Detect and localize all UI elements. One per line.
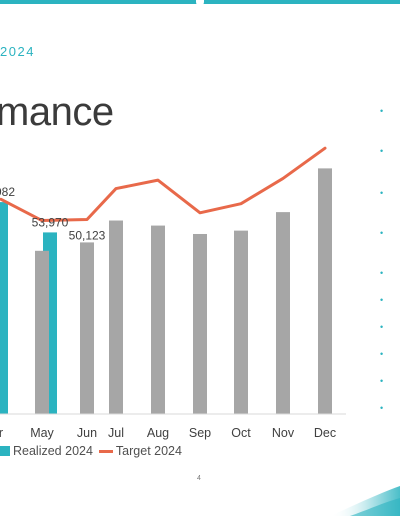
section-label: 2024	[0, 44, 35, 59]
bullet-dot-icon: •	[380, 349, 384, 359]
legend-swatch-realized	[0, 446, 10, 456]
bullet-item: •	[380, 106, 389, 117]
tick-layer: r May Jun Jul Aug Sep Oct Nov Dec	[0, 426, 336, 440]
bullet-dot-icon: •	[380, 295, 384, 305]
monthly-bar-7	[234, 230, 248, 414]
tick-label-Sep: Sep	[189, 426, 211, 440]
line-layer	[0, 146, 327, 223]
bullet-dot-icon: •	[380, 403, 384, 413]
bullet-dot-icon: •	[380, 268, 384, 278]
monthly-bar-4	[109, 220, 123, 414]
monthly-bar-8	[276, 212, 290, 414]
bullet-item: •	[380, 403, 389, 414]
bullet-dot-icon: •	[380, 188, 384, 198]
bullet-item: •	[380, 376, 389, 387]
legend-swatch-target	[98, 449, 113, 453]
monthly-bar-6	[193, 233, 207, 414]
top-bar-notch	[196, 0, 204, 6]
legend-label-target: Target 2024	[115, 444, 182, 458]
bullet-item: •	[380, 146, 389, 157]
bullet-dot-icon: •	[380, 322, 384, 332]
bullet-dot-icon: •	[380, 146, 384, 156]
target-line	[0, 146, 327, 223]
bullet-item: •	[380, 349, 389, 360]
bullet-dot-icon: •	[380, 376, 384, 386]
tick-label-r: r	[0, 426, 3, 440]
data-label-1: 53,970	[32, 215, 69, 229]
page-number: 4	[197, 475, 201, 482]
tick-label-Aug: Aug	[147, 426, 169, 440]
tick-label-Dec: Dec	[314, 426, 336, 440]
tick-label-Oct: Oct	[231, 426, 251, 440]
monthly-bar-1	[35, 250, 49, 414]
bullet-dot-icon: •	[380, 228, 384, 238]
tick-label-May: May	[30, 426, 54, 440]
bullet-item: •	[380, 322, 389, 333]
slide-title: mance	[0, 90, 114, 134]
tick-label-Jun: Jun	[77, 426, 97, 440]
monthly-bar-9	[318, 168, 332, 414]
bullet-item: •	[380, 188, 389, 199]
tick-label-Jul: Jul	[108, 426, 124, 440]
data-label-2: 50,123	[69, 228, 106, 242]
monthly-bar-5	[151, 225, 165, 414]
legend-label-realized: Realized 2024	[13, 444, 93, 458]
bullet-item: •	[380, 228, 389, 239]
bullet-item: •	[380, 295, 389, 306]
monthly-bar-3	[80, 242, 94, 414]
realized-bar-0	[0, 202, 8, 414]
data-label-0: 982	[0, 185, 15, 199]
chart-legend: Realized 2024 Target 2024	[0, 444, 182, 458]
bars-layer	[0, 168, 332, 414]
bullet-item: •	[380, 268, 389, 279]
tick-label-Nov: Nov	[272, 426, 295, 440]
bullet-dot-icon: •	[380, 106, 384, 116]
